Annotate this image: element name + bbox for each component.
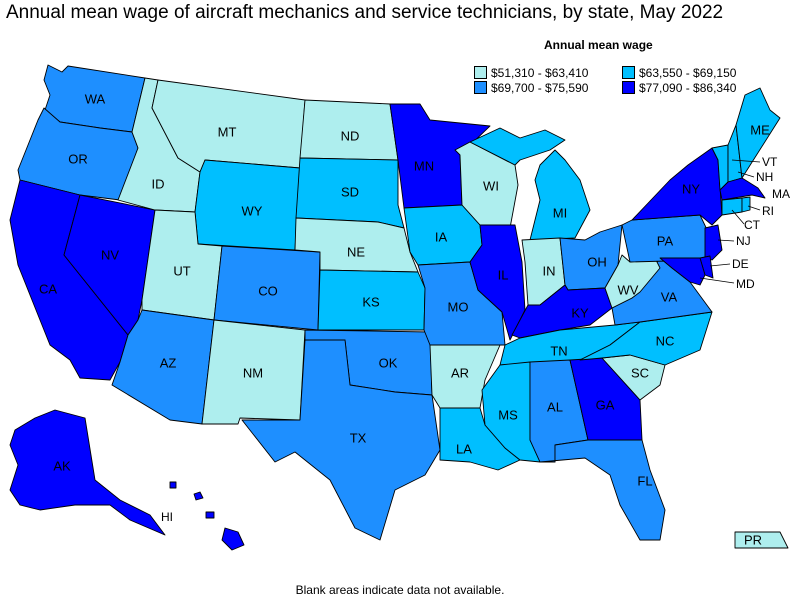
- label-OH: OH: [587, 254, 607, 269]
- state-WV[interactable]: [604, 254, 661, 309]
- label-NM: NM: [243, 365, 263, 380]
- label-NH: NH: [756, 170, 773, 184]
- label-UT: UT: [173, 263, 190, 278]
- state-IL[interactable]: [469, 224, 526, 341]
- label-SC: SC: [631, 365, 649, 380]
- state-HI-2[interactable]: [205, 511, 215, 519]
- state-MD[interactable]: [659, 257, 706, 286]
- label-LA: LA: [456, 441, 472, 456]
- label-IA: IA: [435, 229, 448, 244]
- legend-swatch-4: [622, 81, 635, 94]
- legend-item-2: $63,550 - $69,150: [622, 66, 736, 80]
- state-PR[interactable]: [734, 531, 789, 549]
- legend-swatch-3: [474, 81, 487, 94]
- label-HI: HI: [161, 510, 173, 524]
- state-CT[interactable]: [721, 197, 743, 216]
- state-RI[interactable]: [741, 196, 751, 213]
- state-OR[interactable]: [17, 107, 139, 201]
- label-KY: KY: [571, 305, 589, 320]
- label-ME: ME: [750, 122, 770, 137]
- footnote: Blank areas indicate data not available.: [295, 583, 505, 597]
- state-NJ[interactable]: [704, 224, 723, 261]
- label-MD: MD: [736, 277, 755, 291]
- label-WV: WV: [618, 282, 639, 297]
- label-DE: DE: [732, 257, 749, 271]
- state-HI[interactable]: [221, 527, 245, 551]
- label-AL: AL: [547, 399, 563, 414]
- state-TX[interactable]: [241, 339, 441, 541]
- label-FL: FL: [637, 473, 652, 488]
- label-WI: WI: [483, 178, 499, 193]
- label-VT: VT: [762, 155, 778, 169]
- label-KS: KS: [362, 294, 380, 309]
- label-NE: NE: [347, 244, 365, 259]
- label-AK: AK: [53, 458, 71, 473]
- label-MS: MS: [498, 407, 518, 422]
- label-WY: WY: [242, 203, 263, 218]
- label-GA: GA: [596, 397, 615, 412]
- legend-swatch-2: [622, 66, 635, 79]
- label-ID: ID: [152, 176, 165, 191]
- label-NV: NV: [101, 247, 119, 262]
- legend-item-1: $51,310 - $63,410: [474, 66, 588, 80]
- state-HI-4[interactable]: [169, 481, 177, 489]
- label-NJ: NJ: [736, 234, 751, 248]
- label-WA: WA: [85, 91, 106, 106]
- label-AR: AR: [451, 365, 469, 380]
- label-TN: TN: [550, 343, 567, 358]
- label-MN: MN: [414, 158, 434, 173]
- legend-swatch-1: [474, 66, 487, 79]
- state-MI[interactable]: [529, 149, 591, 241]
- label-IN: IN: [543, 263, 556, 278]
- legend-label-1: $51,310 - $63,410: [491, 66, 589, 80]
- legend-title: Annual mean wage: [544, 38, 653, 52]
- legend-label-2: $63,550 - $69,150: [639, 66, 737, 80]
- label-CA: CA: [39, 281, 57, 296]
- label-PA: PA: [657, 233, 674, 248]
- label-MI: MI: [553, 205, 567, 220]
- legend-label-3: $69,700 - $75,590: [491, 81, 589, 95]
- label-OK: OK: [379, 355, 398, 370]
- map-title: Annual mean wage of aircraft mechanics a…: [6, 2, 724, 23]
- legend-label-4: $77,090 - $86,340: [639, 81, 737, 95]
- label-VA: VA: [661, 289, 678, 304]
- label-MT: MT: [218, 124, 237, 139]
- label-SD: SD: [341, 184, 359, 199]
- state-HI-3[interactable]: [193, 491, 204, 501]
- state-AK[interactable]: [9, 409, 166, 536]
- label-IL: IL: [498, 267, 509, 282]
- state-MI-upper[interactable]: [469, 127, 566, 166]
- label-MO: MO: [448, 299, 469, 314]
- label-CT: CT: [744, 218, 761, 232]
- state-FL[interactable]: [539, 439, 666, 541]
- label-NC: NC: [656, 333, 675, 348]
- label-PR: PR: [744, 532, 762, 547]
- label-AZ: AZ: [160, 355, 177, 370]
- state-NY[interactable]: [631, 147, 723, 226]
- label-RI: RI: [762, 204, 774, 218]
- label-NY: NY: [682, 181, 700, 196]
- legend-item-3: $69,700 - $75,590: [474, 81, 588, 95]
- label-MA: MA: [772, 187, 790, 201]
- legend-item-4: $77,090 - $86,340: [622, 81, 736, 95]
- label-ND: ND: [341, 128, 360, 143]
- label-OR: OR: [68, 151, 88, 166]
- label-TX: TX: [350, 430, 367, 445]
- label-CO: CO: [258, 283, 278, 298]
